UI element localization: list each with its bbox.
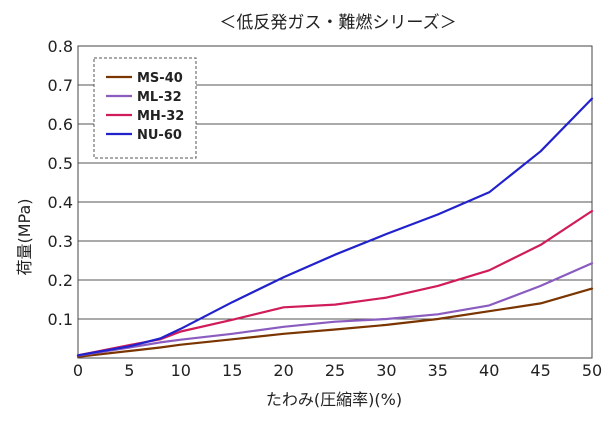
x-tick-label: 50 [582,361,602,380]
y-tick-labels: 0.1 0.2 0.3 0.4 0.5 0.6 0.7 0.8 [48,37,73,329]
legend: MS-40 ML-32 MH-32 NU-60 [93,57,197,159]
y-tick-label: 0.6 [48,115,73,134]
x-tick-label: 5 [124,361,134,380]
legend-label-ml-32: ML-32 [137,90,182,105]
series-line-mh-32 [76,209,594,357]
x-tick-labels: 0 5 10 15 20 25 30 35 40 45 50 [73,361,602,380]
x-tick-label: 35 [428,361,448,380]
plot-frame [77,45,593,359]
legend-label-nu-60: NU-60 [137,128,182,143]
legend-label-ms-40: MS-40 [137,71,183,86]
y-tick-label: 0.7 [48,76,73,95]
x-axis-title: たわみ(圧縮率)(%) [266,390,402,409]
x-tick-label: 30 [376,361,396,380]
y-tick-label: 0.1 [48,310,73,329]
x-tick-label: 20 [273,361,293,380]
y-tick-label: 0.3 [48,232,73,251]
x-tick-label: 0 [73,361,83,380]
series-line-ms-40 [76,287,594,358]
series-line-ml-32 [76,262,594,357]
y-tick-label: 0.5 [48,154,73,173]
y-tick-label: 0.2 [48,271,73,290]
legend-box [93,57,197,159]
y-tick-label: 0.8 [48,37,73,56]
y-tick-label: 0.4 [48,193,73,212]
chart-title: ＜低反発ガス・難燃シリーズ＞ [219,13,456,33]
legend-label-mh-32: MH-32 [137,109,184,124]
x-tick-label: 40 [479,361,499,380]
x-tick-label: 25 [325,361,345,380]
x-tick-label: 15 [222,361,242,380]
series-line-nu-60 [76,97,594,357]
y-axis-title: 荷量(MPa) [15,198,34,275]
x-tick-label: 10 [171,361,191,380]
x-tick-label: 45 [530,361,550,380]
